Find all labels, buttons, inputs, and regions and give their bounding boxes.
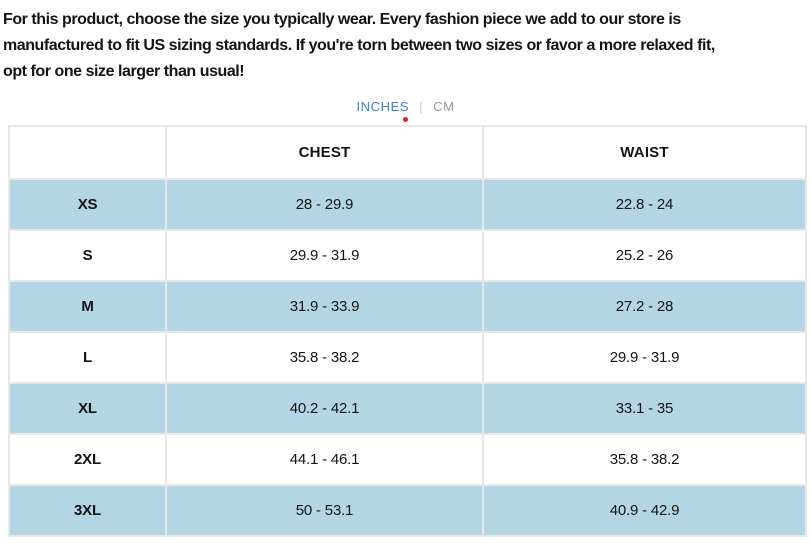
chest-value-cell: 31.9 - 33.9 (165, 280, 484, 333)
sizing-instructions-line: For this product, choose the size you ty… (3, 11, 681, 28)
table-row: L 35.8 - 38.2 29.9 - 31.9 (8, 331, 807, 384)
waist-value-cell: 35.8 - 38.2 (482, 433, 807, 486)
size-label-cell: L (8, 331, 167, 384)
chest-value-cell: 40.2 - 42.1 (165, 382, 484, 435)
size-label-cell: XS (8, 178, 167, 231)
chest-value-cell: 35.8 - 38.2 (165, 331, 484, 384)
chest-value-cell: 44.1 - 46.1 (165, 433, 484, 486)
unit-option-cm[interactable]: CM (433, 99, 455, 114)
chest-value-cell: 28 - 29.9 (165, 178, 484, 231)
table-row: 3XL 50 - 53.1 40.9 - 42.9 (8, 484, 807, 537)
unit-toggle-divider: | (419, 99, 424, 114)
waist-value-cell: 40.9 - 42.9 (482, 484, 807, 537)
notification-dot (403, 117, 409, 122)
waist-value-cell: 29.9 - 31.9 (482, 331, 807, 384)
size-column-header (8, 125, 167, 180)
table-row: 2XL 44.1 - 46.1 35.8 - 38.2 (8, 433, 807, 486)
sizing-instructions-line: opt for one size larger than usual! (3, 63, 245, 80)
unit-toggle: INCHES | CM (0, 99, 811, 122)
waist-value-cell: 27.2 - 28 (482, 280, 807, 333)
size-label-cell: M (8, 280, 167, 333)
table-row: XL 40.2 - 42.1 33.1 - 35 (8, 382, 807, 435)
chest-value-cell: 29.9 - 31.9 (165, 229, 484, 282)
table-row: S 29.9 - 31.9 25.2 - 26 (8, 229, 807, 282)
sizing-instructions: For this product, choose the size you ty… (0, 0, 811, 85)
waist-value-cell: 25.2 - 26 (482, 229, 807, 282)
waist-value-cell: 33.1 - 35 (482, 382, 807, 435)
size-label-cell: XL (8, 382, 167, 435)
table-header-row: CHEST WAIST (8, 125, 807, 180)
size-label-cell: 2XL (8, 433, 167, 486)
table-row: XS 28 - 29.9 22.8 - 24 (8, 178, 807, 231)
unit-option-inches[interactable]: INCHES (356, 99, 409, 122)
table-row: M 31.9 - 33.9 27.2 - 28 (8, 280, 807, 333)
size-label-cell: S (8, 229, 167, 282)
sizing-instructions-line: manufactured to fit US sizing standards.… (3, 37, 715, 54)
chest-column-header: CHEST (165, 125, 484, 180)
size-chart-table: CHEST WAIST XS 28 - 29.9 22.8 - 24 S 29.… (8, 125, 807, 537)
size-label-cell: 3XL (8, 484, 167, 537)
chest-value-cell: 50 - 53.1 (165, 484, 484, 537)
waist-column-header: WAIST (482, 125, 807, 180)
waist-value-cell: 22.8 - 24 (482, 178, 807, 231)
